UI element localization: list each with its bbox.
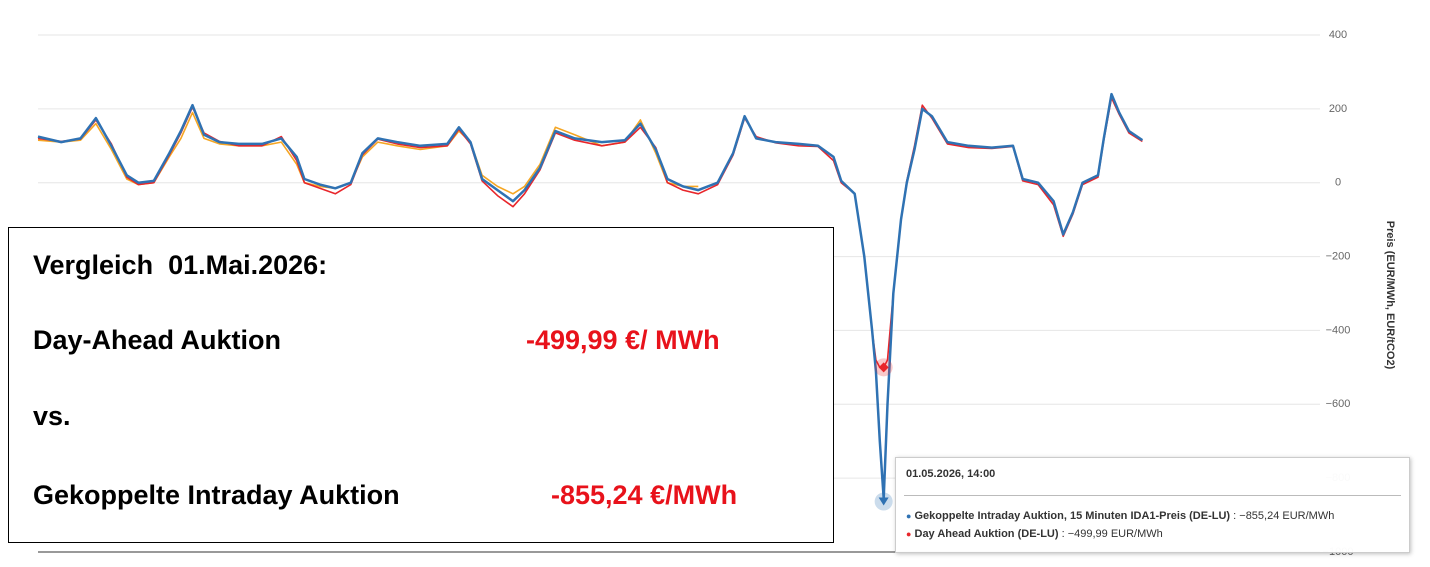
tooltip-value: : −499,99 EUR/MWh — [1061, 528, 1163, 540]
y-tick-label: −200 — [1326, 250, 1351, 262]
tooltip-separator — [904, 495, 1401, 496]
series-line — [37, 92, 1144, 500]
tooltip-item: ● Gekoppelte Intraday Auktion, 15 Minute… — [906, 510, 1335, 522]
annotation-value: -499,99 €/ MWh — [526, 325, 720, 355]
annotation-box: Vergleich 01.Mai.2026: Day-Ahead Auktion… — [8, 227, 834, 543]
highlight-marker — [878, 497, 889, 506]
annotation-heading: Vergleich 01.Mai.2026: — [33, 250, 328, 280]
tooltip-title: 01.05.2026, 14:00 — [906, 468, 996, 480]
annotation-separator: vs. — [33, 401, 71, 431]
y-tick-label: 400 — [1329, 29, 1347, 41]
y-tick-label: 200 — [1329, 103, 1347, 115]
tooltip: 01.05.2026, 14:00 ● Gekoppelte Intraday … — [895, 457, 1410, 553]
tooltip-value: : −855,24 EUR/MWh — [1233, 510, 1335, 522]
tooltip-item: ● Day Ahead Auktion (DE-LU) : −499,99 EU… — [906, 528, 1163, 540]
tooltip-series-name: Day Ahead Auktion (DE-LU) — [914, 528, 1059, 540]
tooltip-series-name: Gekoppelte Intraday Auktion, 15 Minuten … — [914, 510, 1231, 522]
highlight-marker — [878, 362, 889, 373]
annotation-label: Gekoppelte Intraday Auktion — [33, 480, 400, 510]
y-axis-label: Preis (EUR/MWh, EUR/tCO2) — [1384, 221, 1396, 370]
y-tick-label: −400 — [1326, 324, 1351, 336]
y-tick-label: −600 — [1326, 398, 1351, 410]
y-tick-label: 0 — [1335, 177, 1341, 189]
annotation-label: Day-Ahead Auktion — [33, 325, 282, 355]
annotation-value: -855,24 €/MWh — [551, 480, 738, 510]
